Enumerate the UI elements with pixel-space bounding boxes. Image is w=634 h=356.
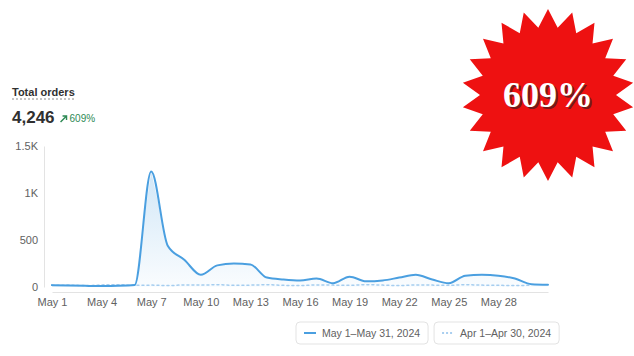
x-tick: May 22 (382, 292, 418, 308)
legend-box (434, 322, 559, 344)
legend-label: Apr 1–Apr 30, 2024 (460, 327, 551, 339)
legend-swatch (304, 332, 316, 334)
y-tick: 1K (25, 187, 44, 199)
series-line (52, 171, 548, 286)
legend-swatch (442, 332, 454, 334)
x-axis-line (53, 292, 549, 293)
x-tick: May 16 (282, 292, 318, 308)
x-tick-label: May 25 (431, 296, 467, 308)
plot-area (52, 171, 548, 287)
badge-text: 609% (503, 75, 593, 115)
x-tick: May 1 (38, 292, 68, 308)
legend: May 1–May 31, 2024 Apr 1–Apr 30, 2024 (296, 322, 559, 344)
x-tick-label: May 19 (332, 296, 368, 308)
x-tick-label: May 4 (87, 296, 117, 308)
legend-label: May 1–May 31, 2024 (322, 327, 420, 339)
chart-root: Total orders4,246609%05001K1.5KMay 1May … (0, 0, 634, 356)
x-tick: May 4 (87, 292, 117, 308)
y-tick-label: 0 (32, 281, 38, 293)
legend-box (296, 322, 428, 344)
y-tick: 0 (32, 281, 44, 293)
y-tick: 500 (20, 234, 44, 246)
y-tick-label: 1K (25, 187, 39, 199)
y-axis-line (44, 147, 45, 288)
x-tick-label: May 16 (282, 296, 318, 308)
y-tick-label: 1.5K (15, 140, 38, 152)
change-value: 609% (70, 113, 96, 124)
x-tick-label: May 13 (233, 296, 269, 308)
x-tick-label: May 7 (137, 296, 167, 308)
legend-item: Apr 1–Apr 30, 2024 (434, 322, 559, 344)
chart-title: Total orders (12, 86, 75, 98)
legend-item: May 1–May 31, 2024 (296, 322, 428, 344)
x-axis: May 1 May 4 May 7 May 10 May 13 May 16 May 19 M… (38, 292, 549, 308)
change-arrow (61, 116, 67, 122)
title-underline (12, 99, 75, 100)
x-tick-label: May 28 (481, 296, 517, 308)
x-tick-label: May 10 (183, 296, 219, 308)
x-tick: May 25 (431, 292, 467, 308)
y-tick: 1.5K (15, 140, 44, 152)
badge-burst (463, 9, 633, 181)
x-tick-label: May 22 (382, 296, 418, 308)
series-area (52, 171, 548, 287)
x-tick: May 10 (183, 292, 219, 308)
x-tick: May 28 (481, 292, 517, 308)
x-tick: May 7 (137, 292, 167, 308)
x-tick: May 13 (233, 292, 269, 308)
badge: 609%609% (463, 9, 633, 181)
y-tick-label: 500 (20, 234, 38, 246)
x-tick-label: May 1 (38, 296, 68, 308)
total-value: 4,246 (12, 108, 55, 127)
x-tick: May 19 (332, 292, 368, 308)
y-axis: 0 500 1K 1.5K (15, 140, 44, 293)
